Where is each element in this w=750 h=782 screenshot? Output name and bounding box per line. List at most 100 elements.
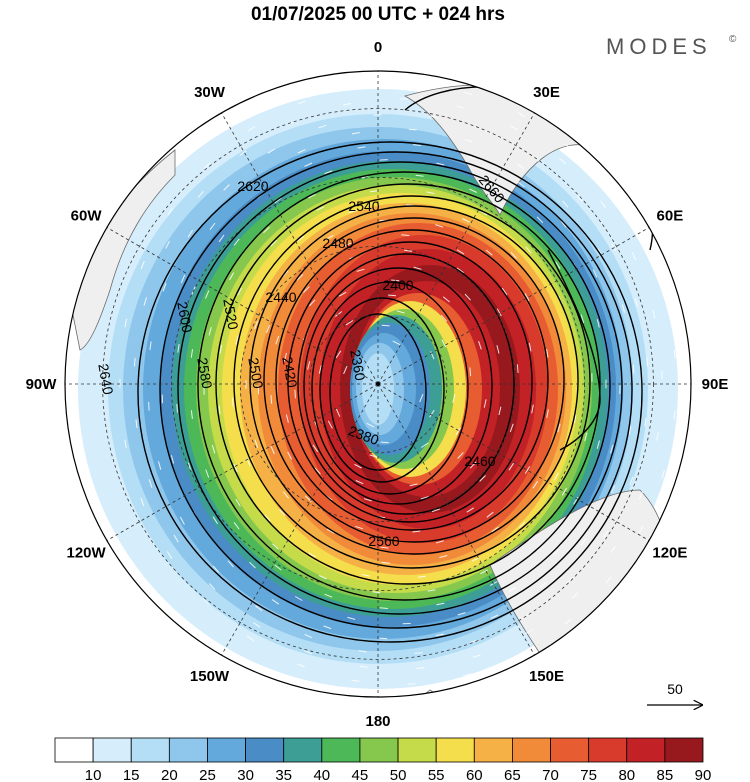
wind-vector xyxy=(413,266,422,270)
contour-line xyxy=(263,217,565,543)
wind-vector xyxy=(308,193,316,199)
wind-vector xyxy=(596,319,600,328)
contour-line xyxy=(233,195,591,569)
colorbar-tick-label: 40 xyxy=(313,767,330,782)
wind-vector xyxy=(602,530,609,539)
wind-vector xyxy=(469,367,472,377)
wind-vector xyxy=(517,112,525,118)
modes-logo: MODES xyxy=(606,34,712,59)
wind-vector xyxy=(673,349,676,359)
wind-vector xyxy=(354,463,362,469)
wind-vector xyxy=(165,240,171,249)
meridian-line xyxy=(221,383,379,656)
wind-vector xyxy=(190,349,193,358)
wind-vector xyxy=(596,440,600,449)
wind-vector xyxy=(391,279,400,282)
wind-vector xyxy=(489,581,498,586)
wind-vector xyxy=(232,397,234,407)
wind-vector xyxy=(483,129,492,134)
meridian-label: 180 xyxy=(365,713,390,730)
wind-vector xyxy=(323,625,332,630)
wind-vector xyxy=(560,220,567,228)
wind-vector xyxy=(508,462,515,471)
colorbar-tick-label: 70 xyxy=(542,767,559,782)
wind-vector xyxy=(605,576,612,584)
wind-vector xyxy=(176,404,178,413)
wind-vector xyxy=(396,310,405,314)
wind-vector xyxy=(297,149,306,154)
wind-vector xyxy=(571,592,579,599)
wind-vector xyxy=(356,268,365,272)
wind-vector xyxy=(351,132,360,135)
wind-vector xyxy=(524,466,531,474)
wind-vector xyxy=(610,444,614,454)
wind-vector xyxy=(510,251,517,259)
wind-vector xyxy=(496,308,502,317)
wind-vector xyxy=(233,522,240,530)
wind-vector xyxy=(413,144,422,146)
wind-vector xyxy=(324,170,333,175)
meridian-line xyxy=(377,112,535,385)
colorbar-swatch xyxy=(283,737,323,763)
wind-vector xyxy=(203,162,211,170)
wind-vector xyxy=(553,548,560,556)
contour-line xyxy=(197,171,611,601)
wind-vector xyxy=(408,83,417,85)
wind-vector xyxy=(415,174,424,177)
colorbar-swatch xyxy=(397,737,437,763)
wind-vector xyxy=(223,184,230,191)
wind-vector xyxy=(167,208,173,216)
wind-vector xyxy=(271,599,280,605)
wind-vector xyxy=(379,159,388,161)
wind-vector xyxy=(297,100,306,105)
wind-vector xyxy=(392,340,401,346)
vector-reference: 50 xyxy=(647,681,702,705)
contour-label: 2440 xyxy=(265,289,296,305)
wind-vector xyxy=(606,185,613,193)
wind-vector xyxy=(264,514,271,522)
wind-vector xyxy=(124,318,128,328)
wind-vector xyxy=(426,191,435,195)
wind-vector xyxy=(440,314,448,322)
colorbar-tick-label: 90 xyxy=(695,767,712,782)
wind-vector xyxy=(553,472,559,481)
wind-vector xyxy=(464,138,473,143)
wind-vector xyxy=(218,405,221,415)
wind-vector xyxy=(235,335,239,345)
wind-vector xyxy=(516,364,519,373)
colorbar: 10 15 20 25 30 35 40 45 50 55 60 65 70 75 80 85 90 xyxy=(54,737,712,782)
wind-vector xyxy=(343,102,352,106)
wind-vector xyxy=(456,267,464,274)
colorbar-swatch xyxy=(664,737,704,763)
wind-vector xyxy=(357,146,366,149)
wind-vector xyxy=(219,344,223,354)
wind-vector xyxy=(644,417,647,427)
vector-reference-value: 50 xyxy=(667,681,683,697)
wind-vector xyxy=(491,526,499,533)
wind-vector xyxy=(455,427,462,435)
colorbar-tick-label: 80 xyxy=(618,767,635,782)
colorbar-swatch xyxy=(473,737,513,763)
wind-vector xyxy=(149,341,152,351)
modes-logo-mark: © xyxy=(729,34,737,45)
contour-line xyxy=(249,205,579,555)
wind-vector xyxy=(297,235,305,242)
meridian-line xyxy=(221,112,379,385)
wind-vector xyxy=(452,394,456,403)
wind-vector xyxy=(326,528,335,534)
wind-vector xyxy=(187,462,192,472)
wind-vector xyxy=(442,296,450,303)
wind-vector xyxy=(179,516,185,525)
colorbar-swatch xyxy=(92,737,132,763)
wind-vector xyxy=(379,607,388,609)
wind-vector xyxy=(347,616,356,620)
wind-vector xyxy=(140,260,145,270)
wind-vector xyxy=(266,324,271,334)
wind-vector xyxy=(417,575,426,578)
wind-vector xyxy=(457,452,464,459)
wind-vector xyxy=(580,314,585,324)
wind-vector xyxy=(498,406,502,416)
wind-vector xyxy=(621,304,626,313)
wind-vector xyxy=(656,432,659,441)
wind-vector xyxy=(373,114,382,116)
